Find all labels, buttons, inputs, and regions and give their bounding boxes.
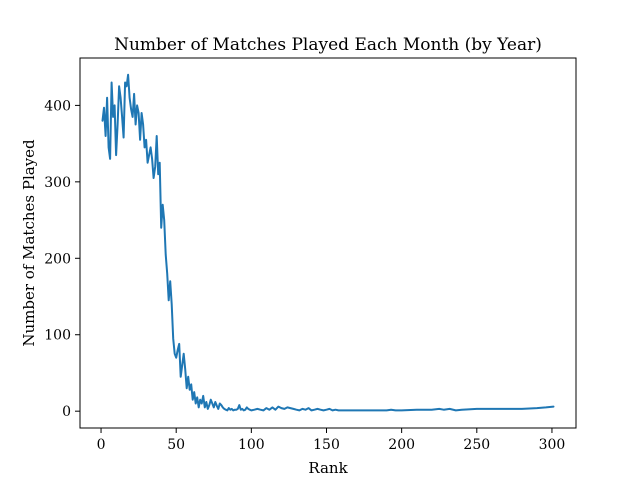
y-axis: 0 100 200 300 400 (44, 98, 80, 420)
x-tick-label: 200 (388, 437, 415, 453)
chart-title: Number of Matches Played Each Month (by … (114, 35, 542, 55)
x-tick-label: 250 (463, 437, 490, 453)
y-tick-label: 200 (44, 251, 71, 267)
y-tick-label: 0 (62, 404, 71, 420)
y-tick-label: 300 (44, 175, 71, 191)
x-tick-label: 300 (539, 437, 566, 453)
series-line (101, 73, 555, 412)
x-axis-label: Rank (308, 459, 348, 477)
x-tick-label: 50 (167, 437, 185, 453)
plot-area (79, 57, 577, 429)
x-tick-label: 0 (97, 437, 106, 453)
y-tick-label: 400 (44, 98, 71, 114)
y-axis-label: Number of Matches Played (20, 139, 38, 347)
x-axis: 0 50 100 150 200 250 300 (97, 428, 566, 453)
x-tick-label: 100 (238, 437, 265, 453)
y-tick-label: 100 (44, 328, 71, 344)
x-tick-label: 150 (313, 437, 340, 453)
